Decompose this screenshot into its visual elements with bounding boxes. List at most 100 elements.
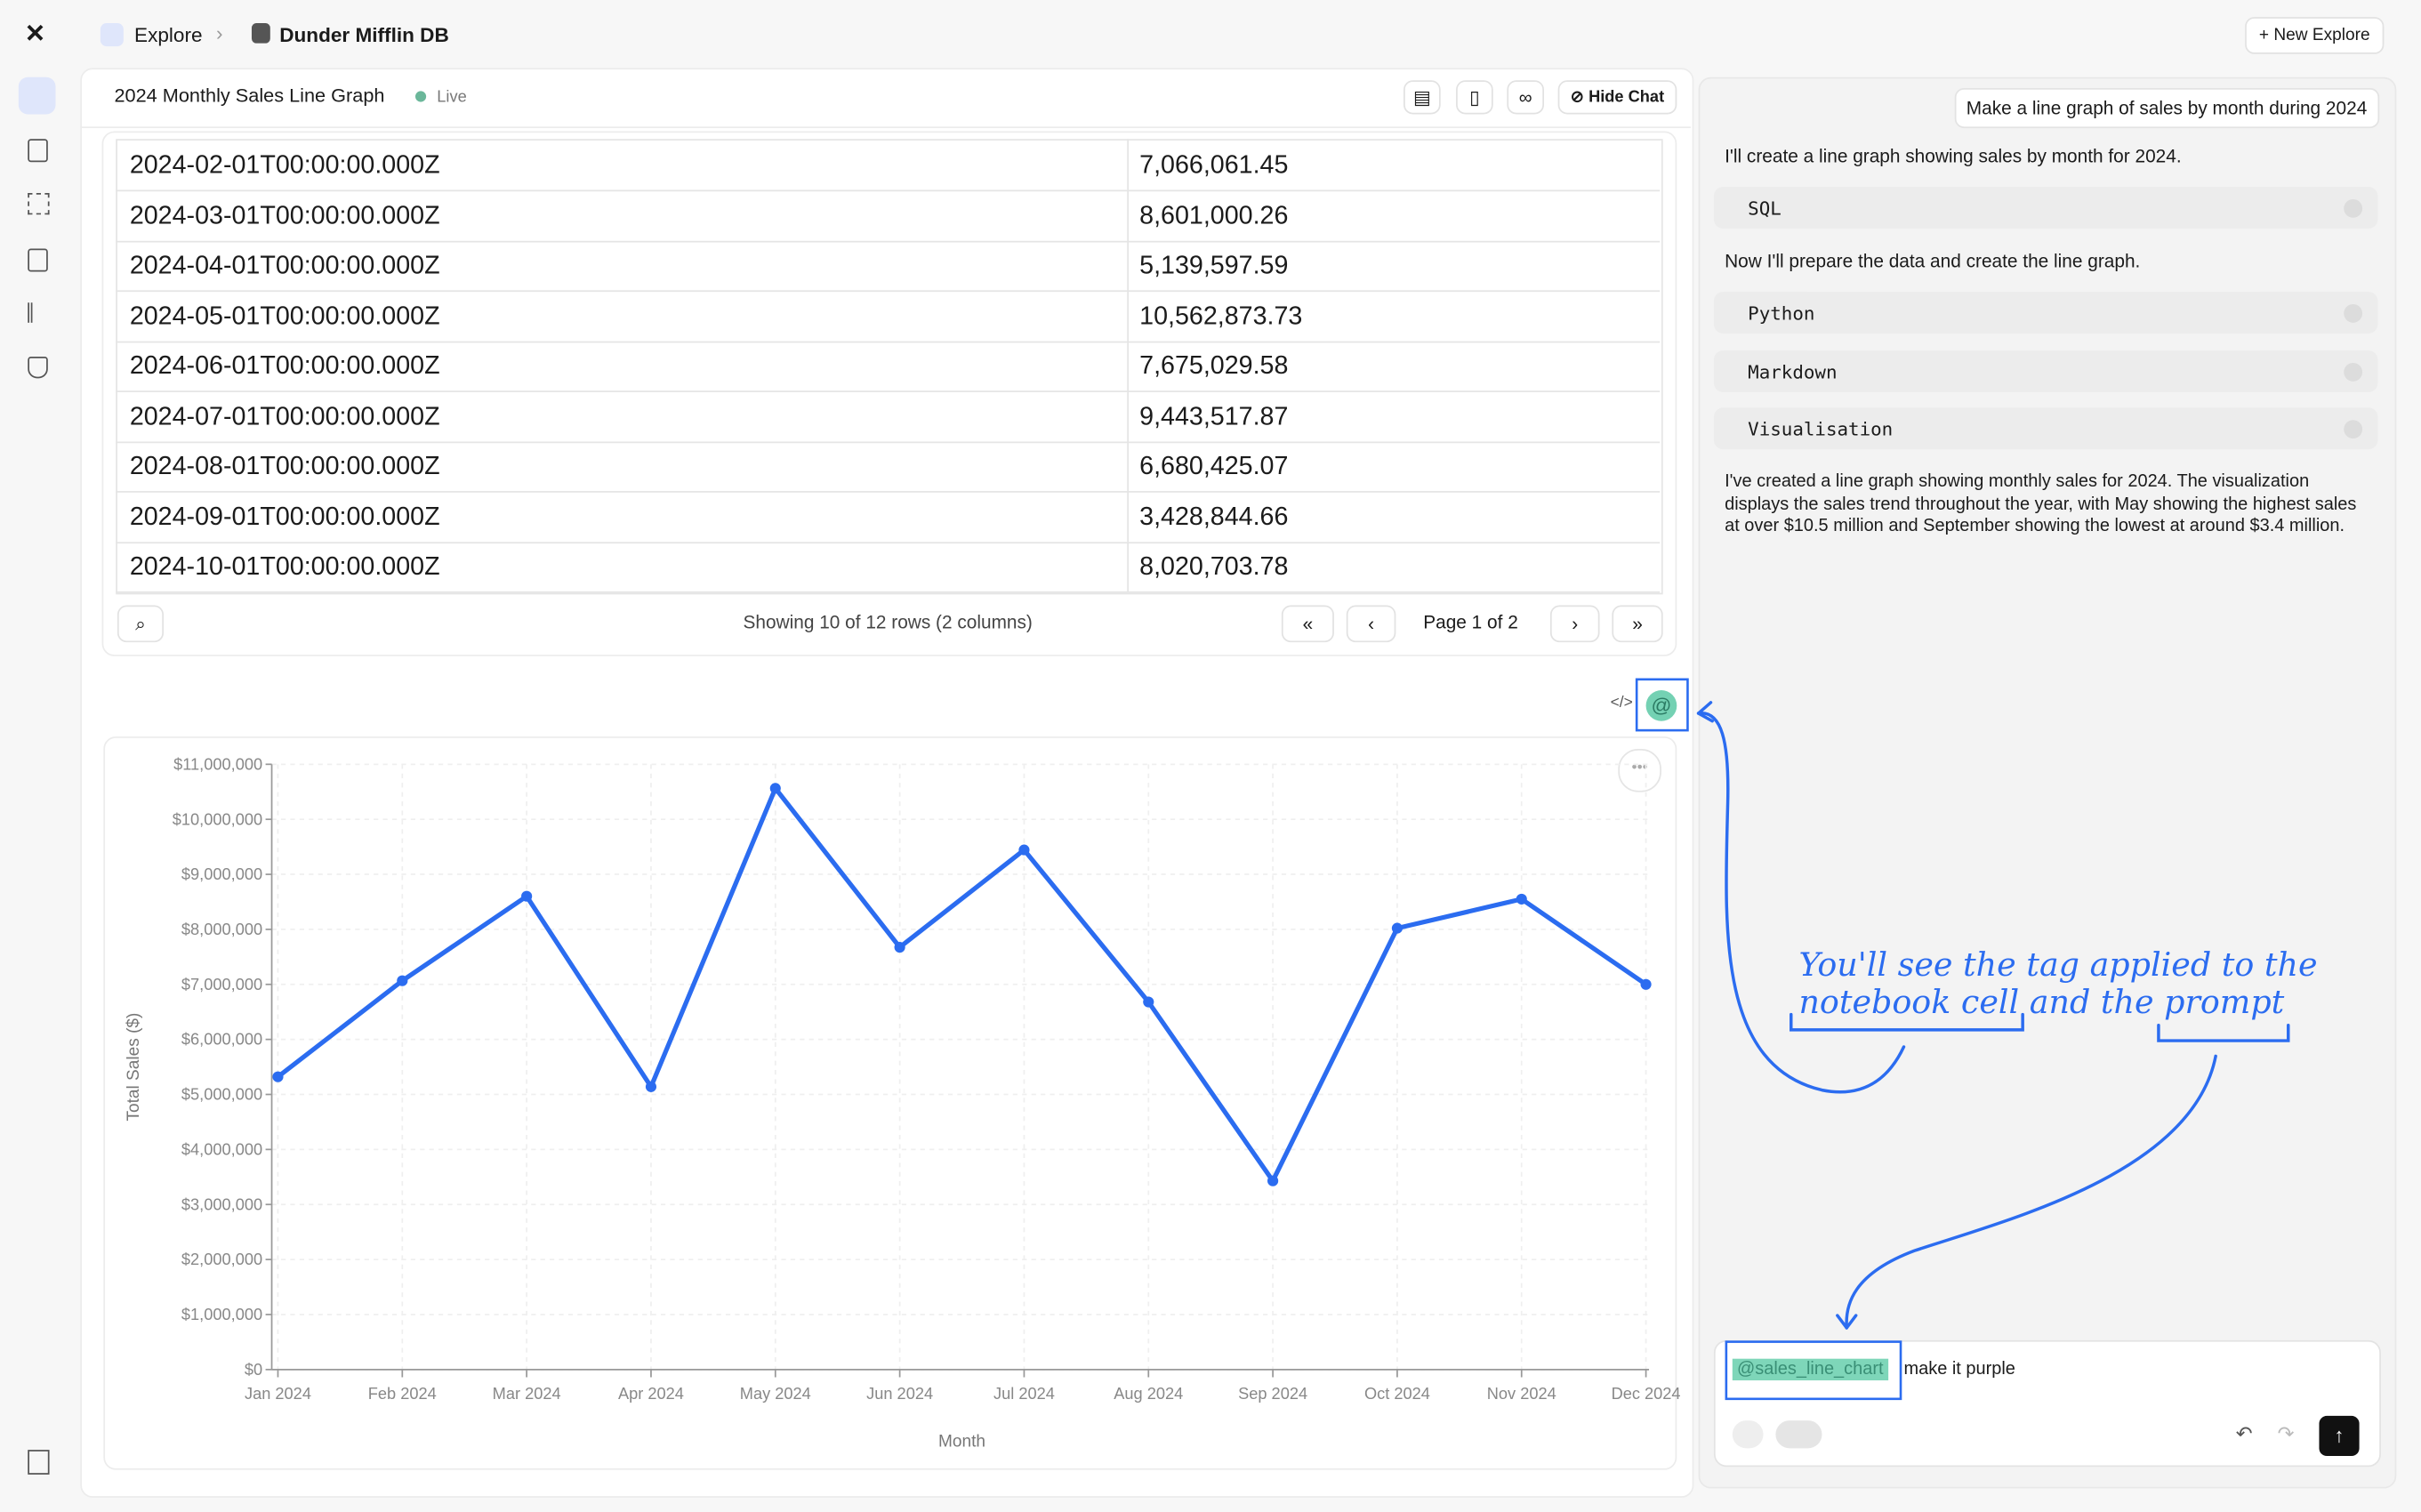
x-tick-label: May 2024 [740, 1385, 811, 1403]
table-cell: 6,680,425.07 [1139, 452, 1289, 480]
point [769, 783, 781, 794]
y-tick-label: $11,000,000 [173, 755, 262, 773]
table-cell: 2024-04-01T00:00:00.000Z [129, 251, 440, 280]
page-indicator: Page 1 of 2 [1423, 611, 1518, 633]
sidebar-bookmarks[interactable] [28, 139, 48, 163]
table-row: 2024-02-01T00:00:00.000Z 7,066,061.45 [116, 141, 1661, 192]
table-cell: 10,562,873.73 [1139, 302, 1303, 330]
sidebar-active[interactable] [18, 76, 56, 115]
table-search-button[interactable]: ⌕ [117, 605, 165, 643]
point [894, 941, 905, 953]
y-tick-label: $3,000,000 [181, 1195, 262, 1213]
next-page-button[interactable]: › [1549, 605, 1600, 643]
y-tick-label: $10,000,000 [173, 810, 262, 828]
step-label: Python [1748, 302, 1815, 324]
mode-toggle[interactable] [1775, 1420, 1822, 1449]
live-dot [414, 91, 427, 102]
hide-chat-label: Hide Chat [1589, 87, 1665, 107]
table-row: 2024-04-01T00:00:00.000Z 5,139,597.59 [116, 241, 1661, 293]
breadcrumb-explore[interactable]: Explore [134, 23, 203, 47]
sidebar-building[interactable] [28, 1450, 50, 1475]
table-cell: 9,443,517.87 [1139, 402, 1289, 430]
live-status: Live [437, 87, 467, 107]
table-frame [116, 139, 1663, 595]
annotation-arrows [1696, 701, 2290, 1330]
y-tick-label: $7,000,000 [181, 976, 262, 993]
table-cell: 7,066,061.45 [1139, 151, 1289, 180]
table-cell: 2024-08-01T00:00:00.000Z [129, 452, 440, 480]
assistant-message: Now I'll prepare the data and create the… [1725, 250, 2141, 272]
highlight-box [1635, 678, 1689, 732]
highlight-box [1725, 1340, 1902, 1401]
table-cell: 3,428,844.66 [1139, 503, 1289, 531]
y-tick-label: $1,000,000 [181, 1306, 262, 1323]
table-cell: 2024-10-01T00:00:00.000Z [129, 552, 440, 581]
table-row: 2024-03-01T00:00:00.000Z 8,601,000.26 [116, 190, 1661, 242]
new-explore-button[interactable]: + New Explore [2245, 17, 2385, 54]
sidebar-notebooks[interactable] [28, 248, 48, 272]
point [1640, 978, 1652, 990]
logo[interactable]: ✕ [24, 21, 46, 48]
sidebar-dashboards[interactable] [28, 193, 50, 215]
table-row: 2024-05-01T00:00:00.000Z 10,562,873.73 [116, 291, 1661, 342]
table-cell: 5,139,597.59 [1139, 251, 1289, 280]
undo-button[interactable]: ↶ [2235, 1421, 2253, 1445]
y-tick-label: $5,000,000 [181, 1086, 262, 1104]
table-cell: 2024-06-01T00:00:00.000Z [129, 351, 440, 381]
assistant-message: I'll create a line graph showing sales b… [1725, 145, 2182, 167]
x-tick-label: Mar 2024 [493, 1385, 561, 1403]
step-label: Visualisation [1748, 417, 1894, 439]
chart-menu-button[interactable]: ••• [1618, 748, 1661, 792]
sidebar-security[interactable] [28, 357, 48, 379]
table-row-count: Showing 10 of 12 rows (2 columns) [743, 611, 1033, 633]
table-cell: 2024-09-01T00:00:00.000Z [129, 503, 440, 531]
x-tick-label: Feb 2024 [368, 1385, 437, 1403]
redo-button[interactable]: ↷ [2277, 1421, 2295, 1445]
first-page-button[interactable]: « [1281, 605, 1334, 643]
y-tick-label: $9,000,000 [181, 865, 262, 883]
table-view-button[interactable]: ▤ [1404, 80, 1441, 115]
column-divider [1127, 139, 1130, 591]
table-cell: 8,020,703.78 [1139, 552, 1289, 581]
assistant-summary: I've created a line graph showing monthl… [1725, 472, 2357, 536]
y-tick-label: $4,000,000 [181, 1140, 262, 1158]
point [397, 975, 408, 986]
x-tick-label: Dec 2024 [1612, 1385, 1681, 1403]
y-tick-label: $8,000,000 [181, 921, 262, 938]
user-message: Make a line graph of sales by month duri… [1953, 87, 2380, 129]
hide-chat-button[interactable]: ⊘ Hide Chat [1557, 80, 1677, 115]
y-tick-label: $6,000,000 [181, 1031, 262, 1049]
point [1018, 844, 1030, 856]
point [1267, 1175, 1279, 1186]
bookmark-button[interactable]: ▯ [1456, 80, 1493, 115]
point [1143, 996, 1154, 1008]
table-cell: 2024-05-01T00:00:00.000Z [129, 302, 440, 330]
tag-button[interactable]: @ [1645, 689, 1677, 721]
breadcrumb-database[interactable]: Dunder Mifflin DB [279, 23, 449, 47]
prev-page-button[interactable]: ‹ [1346, 605, 1396, 643]
y-axis-title: Total Sales ($) [125, 1013, 143, 1122]
table-row: 2024-10-01T00:00:00.000Z 8,020,703.78 [116, 542, 1661, 593]
send-button[interactable]: ↑ [2319, 1415, 2360, 1457]
attach-button[interactable] [1732, 1420, 1764, 1449]
table-row: 2024-06-01T00:00:00.000Z 7,675,029.58 [116, 342, 1661, 392]
step-markdown[interactable]: Markdown [1713, 350, 2378, 392]
last-page-button[interactable]: » [1612, 605, 1663, 643]
table-card [101, 131, 1677, 656]
step-visualisation[interactable]: Visualisation [1713, 407, 2378, 450]
step-sql[interactable]: SQL [1713, 187, 2378, 229]
code-toggle[interactable]: </> [1610, 695, 1633, 712]
link-button[interactable]: ∞ [1507, 80, 1544, 115]
x-tick-label: Oct 2024 [1364, 1385, 1430, 1403]
point [272, 1071, 284, 1082]
notebook-title: 2024 Monthly Sales Line Graph [114, 84, 385, 107]
sidebar-library[interactable] [28, 302, 49, 323]
x-tick-label: Jan 2024 [245, 1385, 311, 1403]
step-label: Markdown [1748, 360, 1838, 382]
chart-card [103, 736, 1677, 1470]
step-python[interactable]: Python [1713, 292, 2378, 334]
y-tick-label: $2,000,000 [181, 1251, 262, 1268]
input-tag: @sales_line_chart [1732, 1358, 1888, 1380]
